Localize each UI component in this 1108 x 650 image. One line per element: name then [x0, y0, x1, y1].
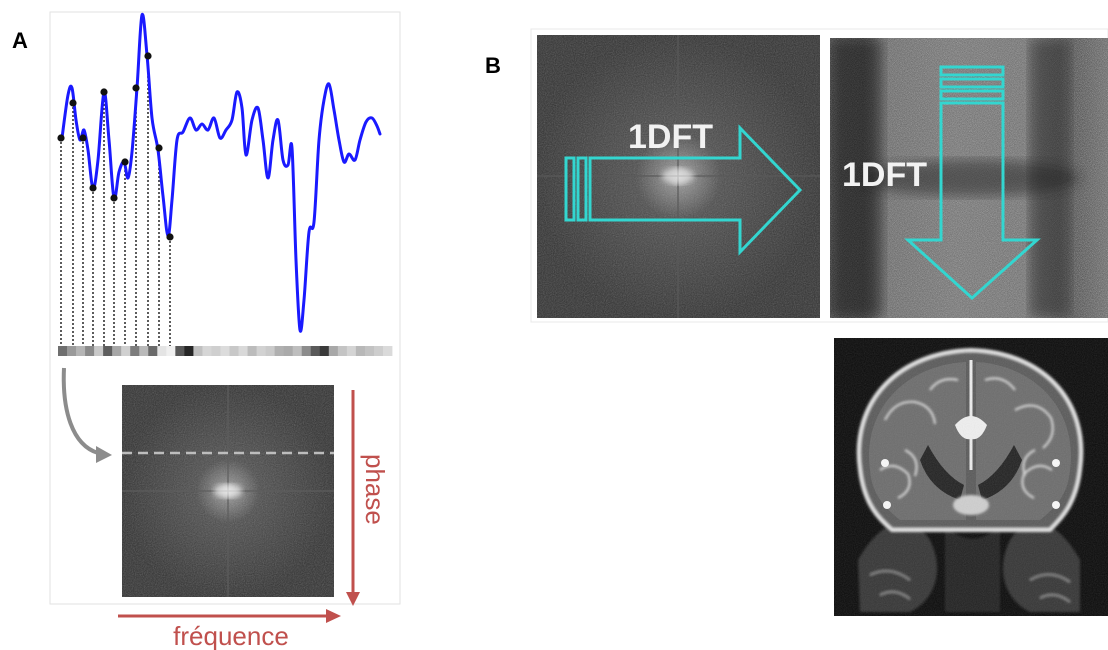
strip-cell	[130, 346, 140, 356]
strip-cell	[373, 346, 384, 356]
strip-cell	[67, 346, 77, 356]
panel-a: phase fréquence	[49, 11, 401, 650]
panel-b-label: B	[485, 53, 501, 78]
sample-point	[110, 194, 118, 202]
strip-cell	[301, 346, 312, 356]
sample-point	[57, 134, 65, 142]
sample-point	[69, 99, 77, 107]
signal-curve	[60, 12, 382, 333]
strip-cell	[139, 346, 149, 356]
sample-point	[100, 88, 108, 96]
strip-cell	[274, 346, 285, 356]
kspace-image	[122, 385, 334, 597]
right-arrow-icon	[118, 609, 341, 623]
strip-cell	[247, 346, 257, 356]
curved-arrow-icon	[61, 367, 112, 463]
strip-cell	[265, 346, 276, 356]
sample-points	[57, 52, 174, 241]
strip-cell	[157, 346, 167, 356]
strip-cell	[310, 346, 321, 356]
strip-cell	[202, 346, 212, 356]
vertical-dft-arrow	[904, 65, 1041, 301]
strip-cell	[94, 346, 104, 356]
panel-a-label: A	[12, 28, 28, 53]
strip-cell	[220, 346, 230, 356]
horizontal-dft-arrow	[564, 124, 803, 256]
strip-cell	[103, 346, 113, 356]
sample-point	[79, 134, 87, 142]
strip-cell	[193, 346, 203, 356]
strip-cell	[85, 346, 95, 356]
sample-droplines	[60, 56, 171, 346]
horizontal-dft-label: 1DFT	[628, 118, 713, 156]
strip-cell	[148, 346, 158, 356]
frequency-label: fréquence	[173, 621, 289, 650]
strip-cell	[292, 346, 303, 356]
strip-cell	[76, 346, 86, 356]
sample-point	[144, 52, 152, 60]
strip-cell	[346, 346, 357, 356]
strip-cell	[211, 346, 221, 356]
sample-point	[155, 144, 163, 152]
vertical-dft-label: 1DFT	[842, 156, 927, 194]
strip-cell	[121, 346, 131, 356]
kspace-image-b	[537, 35, 820, 318]
strip-cell	[382, 346, 393, 356]
strip-cell	[283, 346, 294, 356]
panel-b: 1DFT 1DFT	[530, 28, 1108, 616]
sample-point	[166, 233, 174, 241]
reconstructed-brain-image	[834, 338, 1108, 616]
strip-cell	[319, 346, 330, 356]
down-arrow-icon	[346, 390, 360, 606]
sample-point	[89, 184, 97, 192]
strip-cell	[166, 346, 176, 356]
strip-cell	[112, 346, 122, 356]
sampled-intensity-strip	[58, 346, 393, 356]
strip-cell	[364, 346, 375, 356]
strip-cell	[175, 346, 185, 356]
strip-cell	[256, 346, 267, 356]
strip-cell	[355, 346, 366, 356]
strip-cell	[58, 346, 68, 356]
strip-cell	[238, 346, 248, 356]
strip-cell	[229, 346, 239, 356]
sample-point	[121, 158, 129, 166]
strip-cell	[328, 346, 339, 356]
strip-cell	[184, 346, 194, 356]
phase-label: phase	[360, 454, 390, 525]
strip-cell	[337, 346, 348, 356]
hybrid-space-image	[830, 38, 1108, 318]
sample-point	[132, 84, 140, 92]
